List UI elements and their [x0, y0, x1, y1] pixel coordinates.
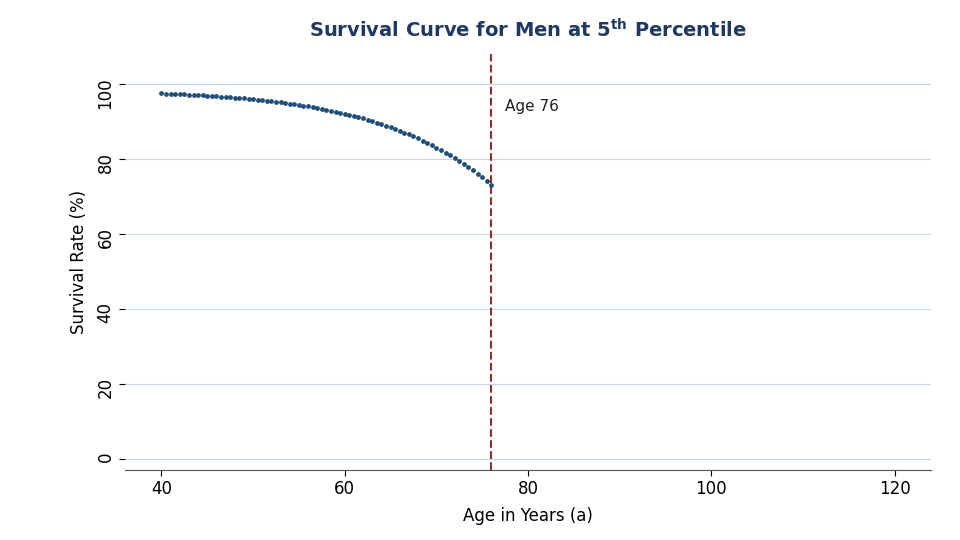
Point [254, 96, 270, 105]
Point [324, 106, 339, 115]
Y-axis label: Survival Rate (%): Survival Rate (%) [70, 190, 88, 334]
Point [350, 113, 366, 122]
Point [277, 99, 293, 107]
Point [383, 123, 398, 132]
Point [447, 154, 463, 163]
Point [438, 148, 453, 157]
Point [392, 126, 407, 135]
Point [328, 107, 344, 116]
Point [200, 91, 215, 100]
Point [396, 128, 412, 137]
Point [365, 117, 380, 125]
Point [282, 99, 298, 108]
Point [337, 110, 352, 118]
Point [410, 134, 425, 143]
Point [373, 120, 389, 129]
Point [273, 98, 288, 107]
Point [433, 146, 448, 154]
Point [424, 141, 440, 150]
Point [309, 104, 324, 112]
Point [181, 90, 197, 99]
Point [342, 111, 357, 119]
Point [223, 93, 238, 102]
Point [172, 90, 187, 98]
Point [228, 93, 243, 102]
Point [287, 100, 302, 109]
Point [319, 105, 334, 114]
Point [401, 130, 417, 139]
Point [163, 90, 179, 98]
Point [259, 97, 275, 105]
Point [451, 157, 467, 165]
Point [195, 91, 210, 100]
Point [208, 92, 224, 100]
Point [158, 89, 174, 98]
Point [332, 109, 348, 117]
Point [466, 166, 481, 175]
Point [218, 92, 233, 101]
Point [231, 93, 247, 102]
Point [305, 103, 321, 112]
Point [378, 122, 394, 130]
Point [429, 143, 444, 152]
Title: Survival Curve for Men at 5$\mathbf{^{th}}$ Percentile: Survival Curve for Men at 5$\mathbf{^{th… [309, 18, 747, 42]
Point [314, 105, 329, 113]
Point [186, 91, 202, 99]
Point [420, 139, 435, 147]
Point [268, 98, 283, 106]
Point [406, 132, 421, 141]
Point [190, 91, 205, 99]
Point [415, 136, 430, 145]
Point [236, 94, 252, 103]
Point [360, 116, 375, 124]
Point [484, 180, 499, 189]
Point [369, 118, 384, 127]
Point [213, 92, 228, 101]
Point [388, 125, 403, 133]
Point [264, 97, 279, 105]
Point [246, 95, 261, 104]
Point [469, 170, 485, 178]
Point [154, 89, 169, 98]
Text: Age 76: Age 76 [505, 99, 559, 114]
Point [443, 151, 458, 160]
Point [250, 96, 265, 104]
Point [474, 173, 490, 181]
Point [241, 94, 256, 103]
Point [355, 114, 371, 123]
Point [204, 92, 220, 100]
Point [177, 90, 192, 99]
Point [296, 102, 311, 110]
Point [479, 177, 494, 185]
Point [291, 100, 306, 109]
X-axis label: Age in Years (a): Age in Years (a) [463, 507, 593, 524]
Point [300, 102, 316, 111]
Point [456, 160, 471, 168]
Point [461, 163, 476, 172]
Point [167, 90, 182, 98]
Point [347, 112, 362, 120]
